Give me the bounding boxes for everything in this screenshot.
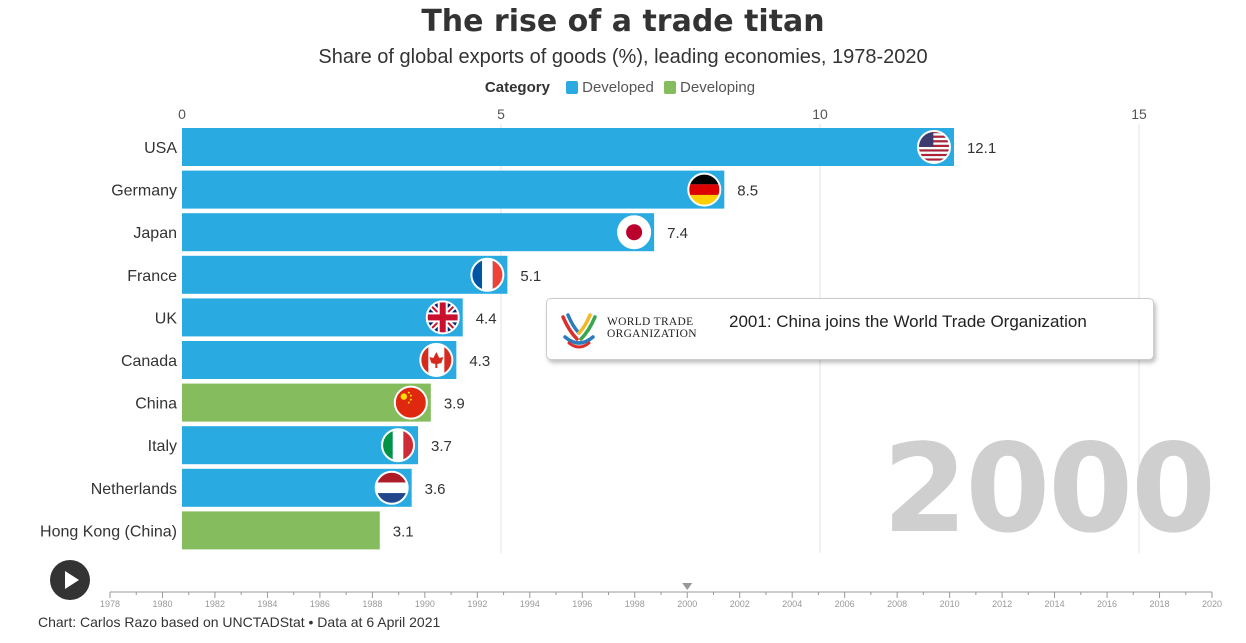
category-label: UK xyxy=(155,310,178,327)
timeline-year-label[interactable]: 1986 xyxy=(310,599,330,609)
value-label: 4.3 xyxy=(469,353,490,370)
bar[interactable] xyxy=(182,511,380,550)
bar[interactable] xyxy=(182,170,725,209)
timeline-year-label[interactable]: 2020 xyxy=(1202,599,1222,609)
x-tick-label: 5 xyxy=(497,106,505,122)
legend-label-developing: Developing xyxy=(680,79,756,96)
bar[interactable] xyxy=(182,255,508,294)
timeline-year-label[interactable]: 2008 xyxy=(887,599,907,609)
timeline-year-label[interactable]: 1994 xyxy=(520,599,540,609)
legend-swatch-developed xyxy=(566,81,579,94)
bar-group: China 3.9 xyxy=(135,383,465,422)
value-label: 3.7 xyxy=(431,438,452,455)
annotation-text: 2001: China joins the World Trade Organi… xyxy=(729,312,1087,331)
wto-logo-text: WORLD TRADE ORGANIZATION xyxy=(607,316,697,340)
timeline-year-label[interactable]: 1992 xyxy=(467,599,487,609)
timeline-year-label[interactable]: 1982 xyxy=(205,599,225,609)
x-tick-label: 0 xyxy=(178,106,186,122)
france-flag-icon xyxy=(471,258,504,291)
bar[interactable] xyxy=(182,426,419,465)
category-label: USA xyxy=(144,140,177,157)
bar[interactable] xyxy=(182,298,463,337)
bar-group: Germany 8.5 xyxy=(111,170,758,209)
legend-swatch-developing xyxy=(664,81,677,94)
timeline-year-label[interactable]: 1990 xyxy=(415,599,435,609)
timeline-year-label[interactable]: 1984 xyxy=(257,599,277,609)
timeline-year-label[interactable]: 1980 xyxy=(152,599,172,609)
value-label: 7.4 xyxy=(667,225,688,242)
value-label: 3.9 xyxy=(444,396,465,413)
bar[interactable] xyxy=(182,468,412,507)
timeline-year-label[interactable]: 2014 xyxy=(1045,599,1065,609)
bar[interactable] xyxy=(182,383,431,422)
category-label: France xyxy=(127,268,177,285)
value-label: 4.4 xyxy=(476,310,497,327)
legend-title: Category xyxy=(484,79,550,96)
bar[interactable] xyxy=(182,213,655,252)
chart-title: The rise of a trade titan xyxy=(421,4,825,39)
legend: Category Developed Developing xyxy=(0,79,1246,96)
italy-flag-icon xyxy=(382,429,415,462)
timeline-year-label[interactable]: 1988 xyxy=(362,599,382,609)
timeline-marker-icon[interactable] xyxy=(682,583,693,590)
category-label: Netherlands xyxy=(91,481,177,498)
category-label: Hong Kong (China) xyxy=(40,523,177,540)
chart-subtitle: Share of global exports of goods (%), le… xyxy=(318,46,928,68)
bar-group: Netherlands 3.6 xyxy=(91,468,446,507)
netherlands-flag-icon xyxy=(375,471,408,504)
bar-group: USA 12.1 xyxy=(144,128,996,166)
wto-annotation: WORLD TRADE ORGANIZATION 2001: China joi… xyxy=(546,298,1154,360)
bar-group: France 5.1 xyxy=(127,255,541,294)
bar-group: UK 4.4 xyxy=(155,298,497,337)
timeline-year-label[interactable]: 2010 xyxy=(940,599,960,609)
legend-label-developed: Developed xyxy=(582,79,654,96)
play-button[interactable] xyxy=(50,560,90,600)
timeline-year-label[interactable]: 1998 xyxy=(625,599,645,609)
timeline-year-label[interactable]: 2002 xyxy=(730,599,750,609)
value-label: 3.6 xyxy=(425,481,446,498)
category-label: Italy xyxy=(148,438,177,455)
germany-flag-icon xyxy=(688,173,721,206)
value-label: 3.1 xyxy=(393,523,414,540)
timeline-year-label[interactable]: 2006 xyxy=(835,599,855,609)
x-tick-label: 10 xyxy=(812,106,828,122)
timeline-year-label[interactable]: 2004 xyxy=(782,599,802,609)
value-label: 8.5 xyxy=(737,183,758,200)
us-flag-icon xyxy=(917,131,950,163)
bar-group: Japan 7.4 xyxy=(133,213,688,252)
timeline-year-label[interactable]: 2012 xyxy=(992,599,1012,609)
legend-item-developing[interactable]: Developing xyxy=(664,79,755,96)
bar-group: Hong Kong (China) 3.1 xyxy=(40,511,414,550)
bar-group: Italy 3.7 xyxy=(148,426,452,465)
timeline-year-label[interactable]: 1978 xyxy=(100,599,120,609)
value-label: 5.1 xyxy=(520,268,541,285)
category-label: Germany xyxy=(111,183,177,200)
current-year-label: 2000 xyxy=(882,418,1216,560)
timeline-year-label[interactable]: 2016 xyxy=(1097,599,1117,609)
timeline-year-label[interactable]: 2000 xyxy=(677,599,697,609)
source-footer: Chart: Carlos Razo based on UNCTADStat •… xyxy=(38,614,441,630)
legend-item-developed[interactable]: Developed xyxy=(566,79,654,96)
category-label: China xyxy=(135,396,177,413)
bar-group: Canada 4.3 xyxy=(121,341,490,379)
value-label: 12.1 xyxy=(967,140,996,157)
category-label: Canada xyxy=(121,353,177,370)
bar[interactable] xyxy=(182,128,954,166)
wto-logo-icon xyxy=(561,313,597,349)
bar[interactable] xyxy=(182,341,457,379)
timeline-year-label[interactable]: 2018 xyxy=(1150,599,1170,609)
category-label: Japan xyxy=(133,225,177,242)
timeline-year-label[interactable]: 1996 xyxy=(572,599,592,609)
x-tick-label: 15 xyxy=(1131,106,1147,122)
